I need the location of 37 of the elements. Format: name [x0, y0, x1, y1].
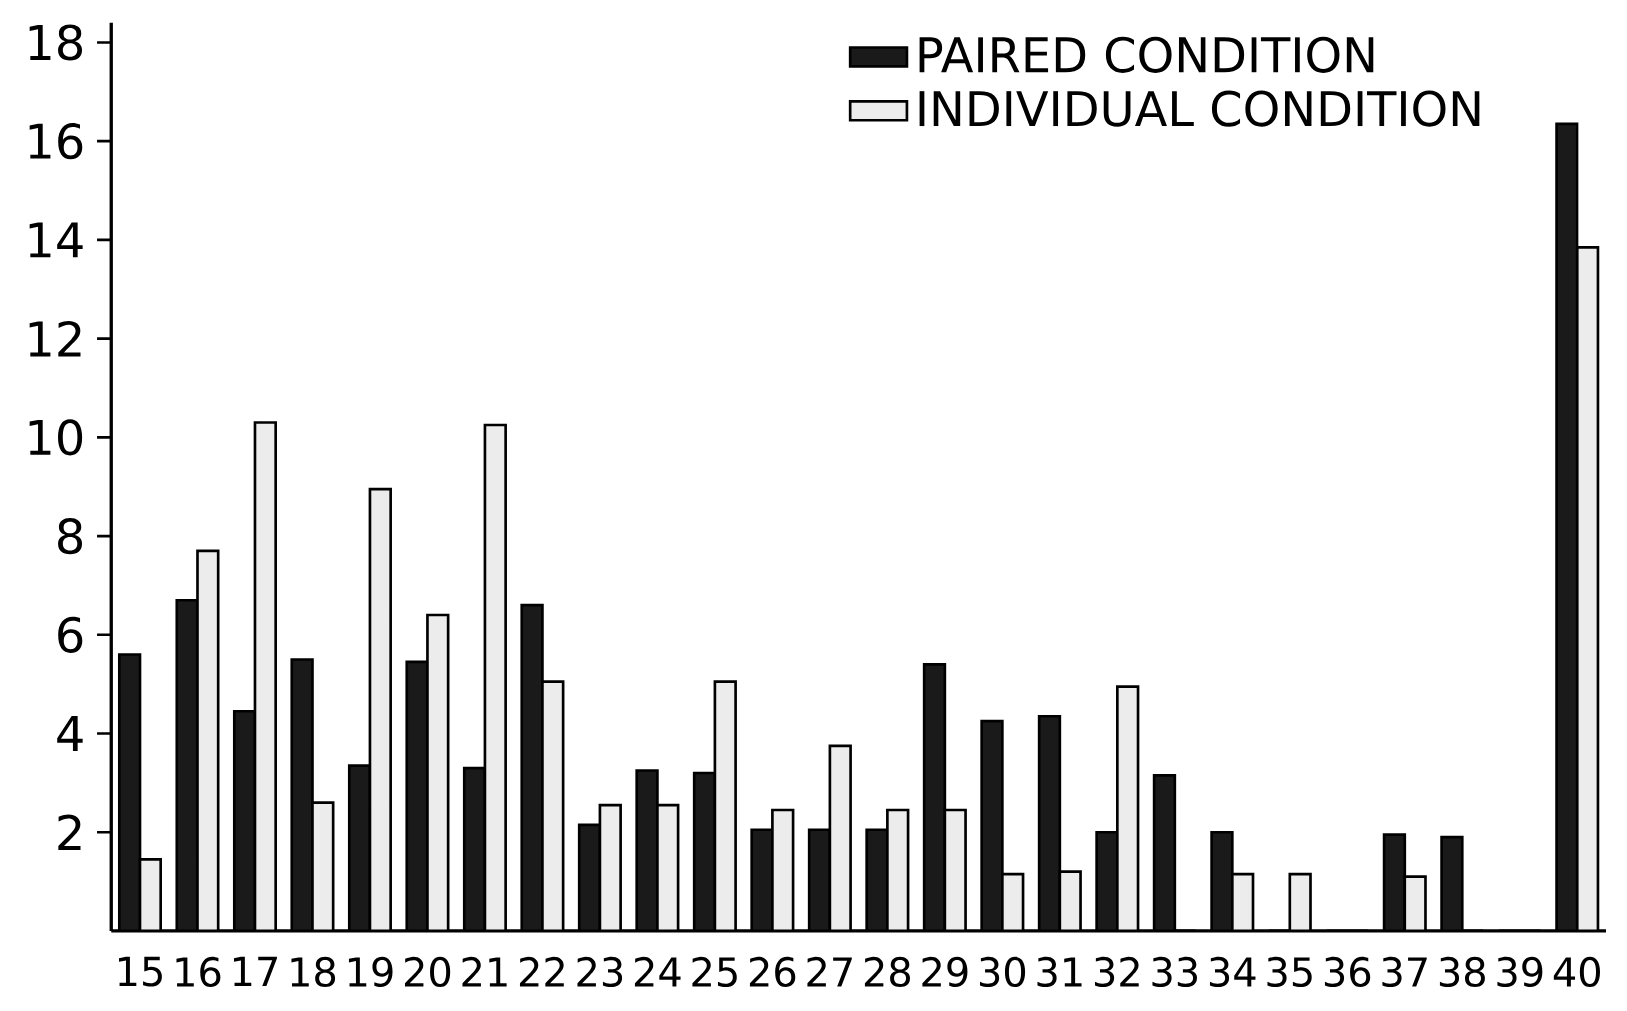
y-tick-label: 12 — [29, 320, 81, 357]
x-tick-label: 29 — [922, 956, 968, 987]
x-tick-label: 25 — [692, 956, 737, 987]
x-tick-label: 20 — [404, 956, 451, 987]
x-tick-label: 17 — [233, 956, 277, 986]
x-tick-label: 35 — [1267, 956, 1312, 987]
x-tick-label: 15 — [118, 956, 162, 987]
x-tick-label: 38 — [1439, 956, 1485, 987]
x-tick-label: 23 — [577, 956, 623, 987]
y-tick-label: 6 — [58, 616, 83, 653]
x-tick-label: 33 — [1152, 956, 1197, 987]
y-tick-label: 18 — [29, 24, 82, 61]
x-tick-label: 32 — [1094, 956, 1139, 987]
x-tick-label: 36 — [1324, 956, 1371, 987]
x-tick-label: 26 — [749, 956, 796, 987]
x-tick-label: 19 — [348, 956, 393, 987]
x-tick-label: 27 — [807, 956, 852, 987]
x-tick-label: 18 — [291, 956, 336, 987]
y-tick-label: 8 — [58, 517, 83, 554]
x-tick-label: 21 — [462, 956, 507, 987]
x-tick-label: 16 — [176, 956, 221, 987]
legend-label: PAIRED CONDITION — [919, 36, 1374, 73]
x-tick-label: 24 — [634, 956, 681, 987]
y-tick-label: 16 — [29, 122, 83, 160]
y-tick-label: 10 — [29, 419, 83, 456]
y-tick-label: 4 — [57, 715, 83, 751]
x-tick-label: 40 — [1553, 956, 1600, 987]
x-tick-label: 31 — [1037, 956, 1082, 987]
x-tick-label: 37 — [1382, 956, 1427, 987]
x-tick-label: 28 — [864, 956, 910, 987]
y-tick-label: 14 — [29, 222, 83, 258]
x-tick-label: 34 — [1209, 956, 1256, 987]
legend-label: INDIVIDUAL CONDITION — [919, 90, 1480, 127]
x-tick-label: 22 — [519, 956, 564, 987]
y-tick-label: 2 — [58, 814, 81, 850]
x-tick-label: 39 — [1497, 956, 1543, 987]
x-tick-label: 30 — [979, 956, 1026, 987]
